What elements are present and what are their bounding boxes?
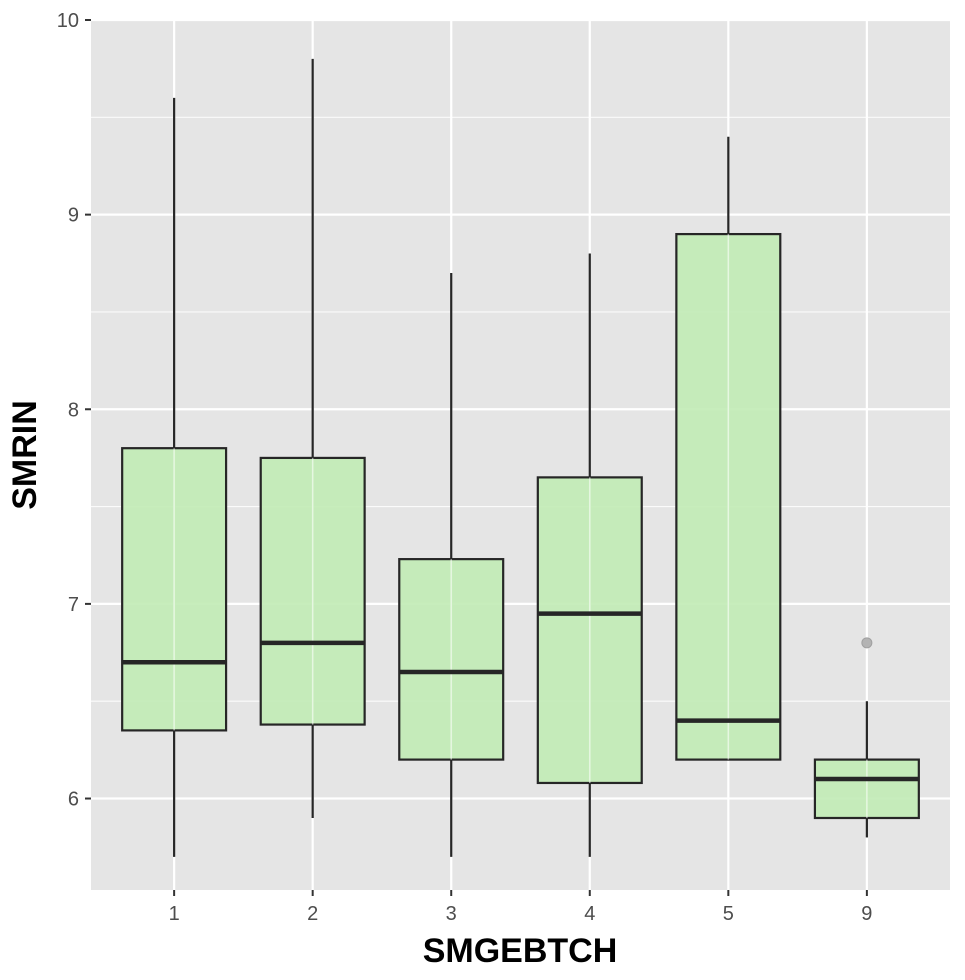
y-tick-label: 7 <box>68 594 79 616</box>
box-3 <box>398 273 505 857</box>
x-tick-label: 3 <box>446 903 457 925</box>
x-axis-title: SMGEBTCH <box>423 932 618 970</box>
y-axis: 6 7 8 9 10 <box>57 10 91 811</box>
plot-panel <box>91 20 950 890</box>
x-tick-label: 9 <box>861 903 872 925</box>
y-tick-label: 10 <box>57 10 79 32</box>
x-tick-label: 1 <box>169 903 180 925</box>
x-tick-label: 2 <box>307 903 318 925</box>
y-tick-label: 9 <box>68 205 79 227</box>
x-tick-label: 4 <box>584 903 595 925</box>
y-tick-label: 8 <box>68 399 79 421</box>
minor-gridlines <box>91 116 950 702</box>
box-9 <box>813 637 920 838</box>
box-2 <box>259 58 366 818</box>
box-4 <box>536 253 643 857</box>
outlier-point <box>861 637 873 649</box>
y-tick-label: 6 <box>68 789 79 811</box>
y-axis-title: SMRIN <box>6 400 44 510</box>
x-axis: 1 2 3 4 5 9 <box>169 890 872 925</box>
box-1 <box>121 97 228 857</box>
x-tick-label: 5 <box>723 903 734 925</box>
boxes-layer <box>121 58 920 857</box>
box-5 <box>675 136 782 761</box>
